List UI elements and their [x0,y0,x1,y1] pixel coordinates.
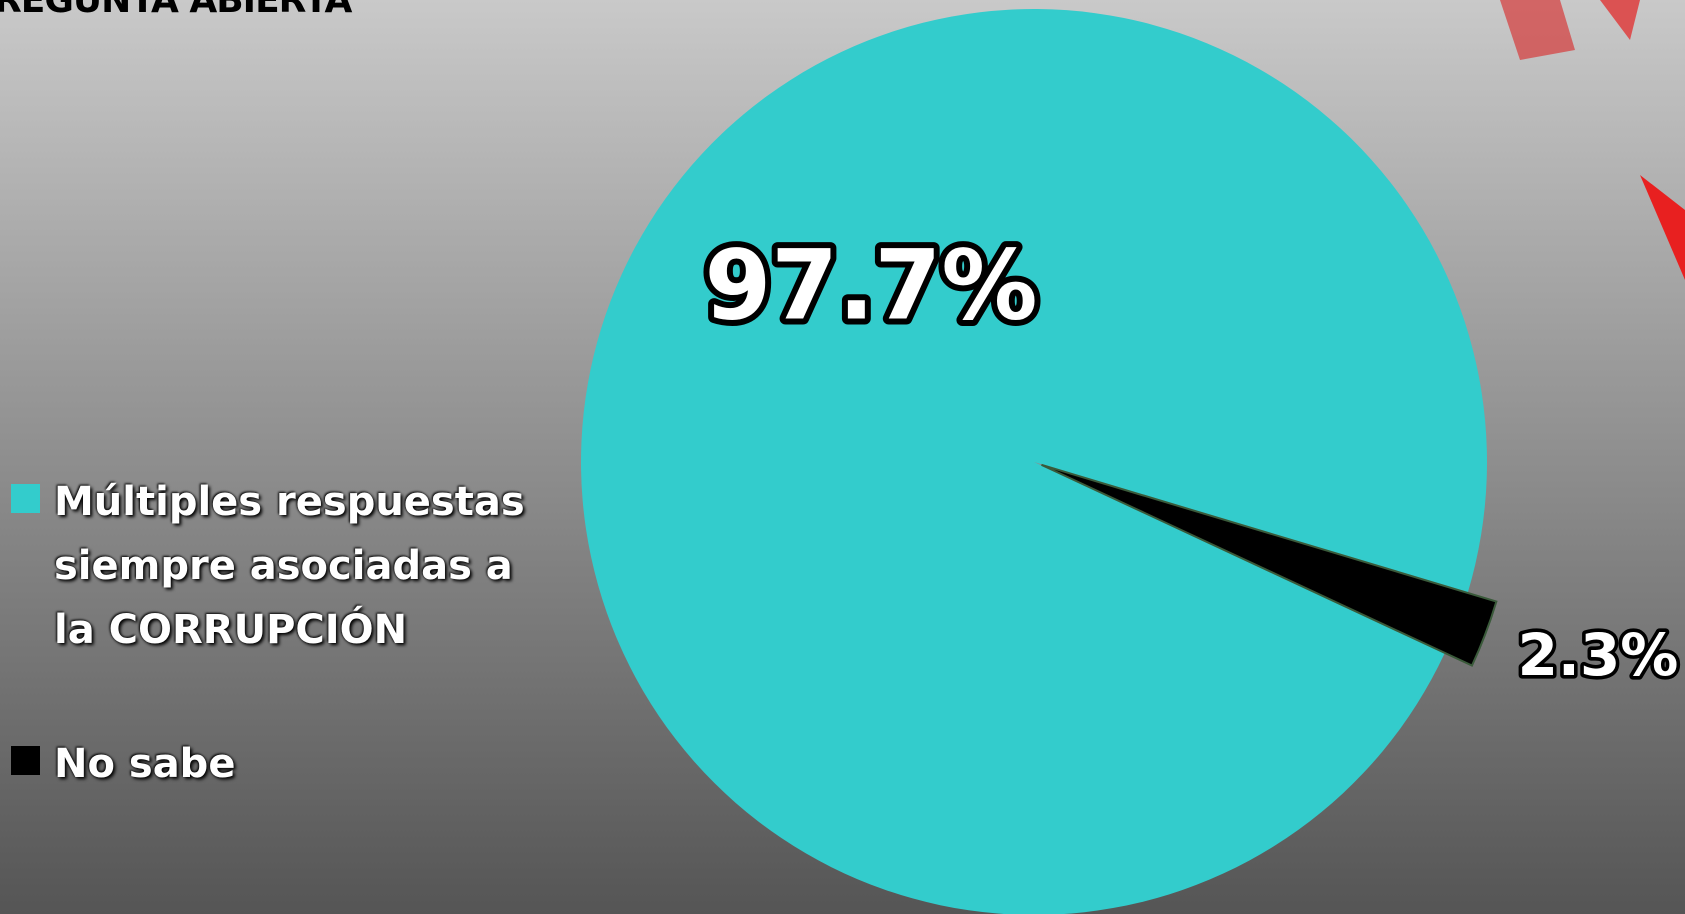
legend-swatch [11,746,40,775]
legend-label: No sabe [54,741,236,787]
decoration [1600,0,1640,40]
decoration [1640,175,1685,280]
pie-slice [581,9,1487,914]
legend-swatch [11,484,40,513]
data-label: 97.7% [704,229,1037,341]
data-label: 2.3% [1518,621,1679,689]
legend-item: No sabe [11,732,554,796]
pie-slice [1041,463,1498,667]
legend-item: Múltiples respuestas siempre asociadas a… [11,470,554,662]
decoration [1500,0,1575,60]
chart-title: REGUNTA ABIERTA [0,0,352,21]
legend-label: Múltiples respuestas siempre asociadas a… [54,479,525,653]
